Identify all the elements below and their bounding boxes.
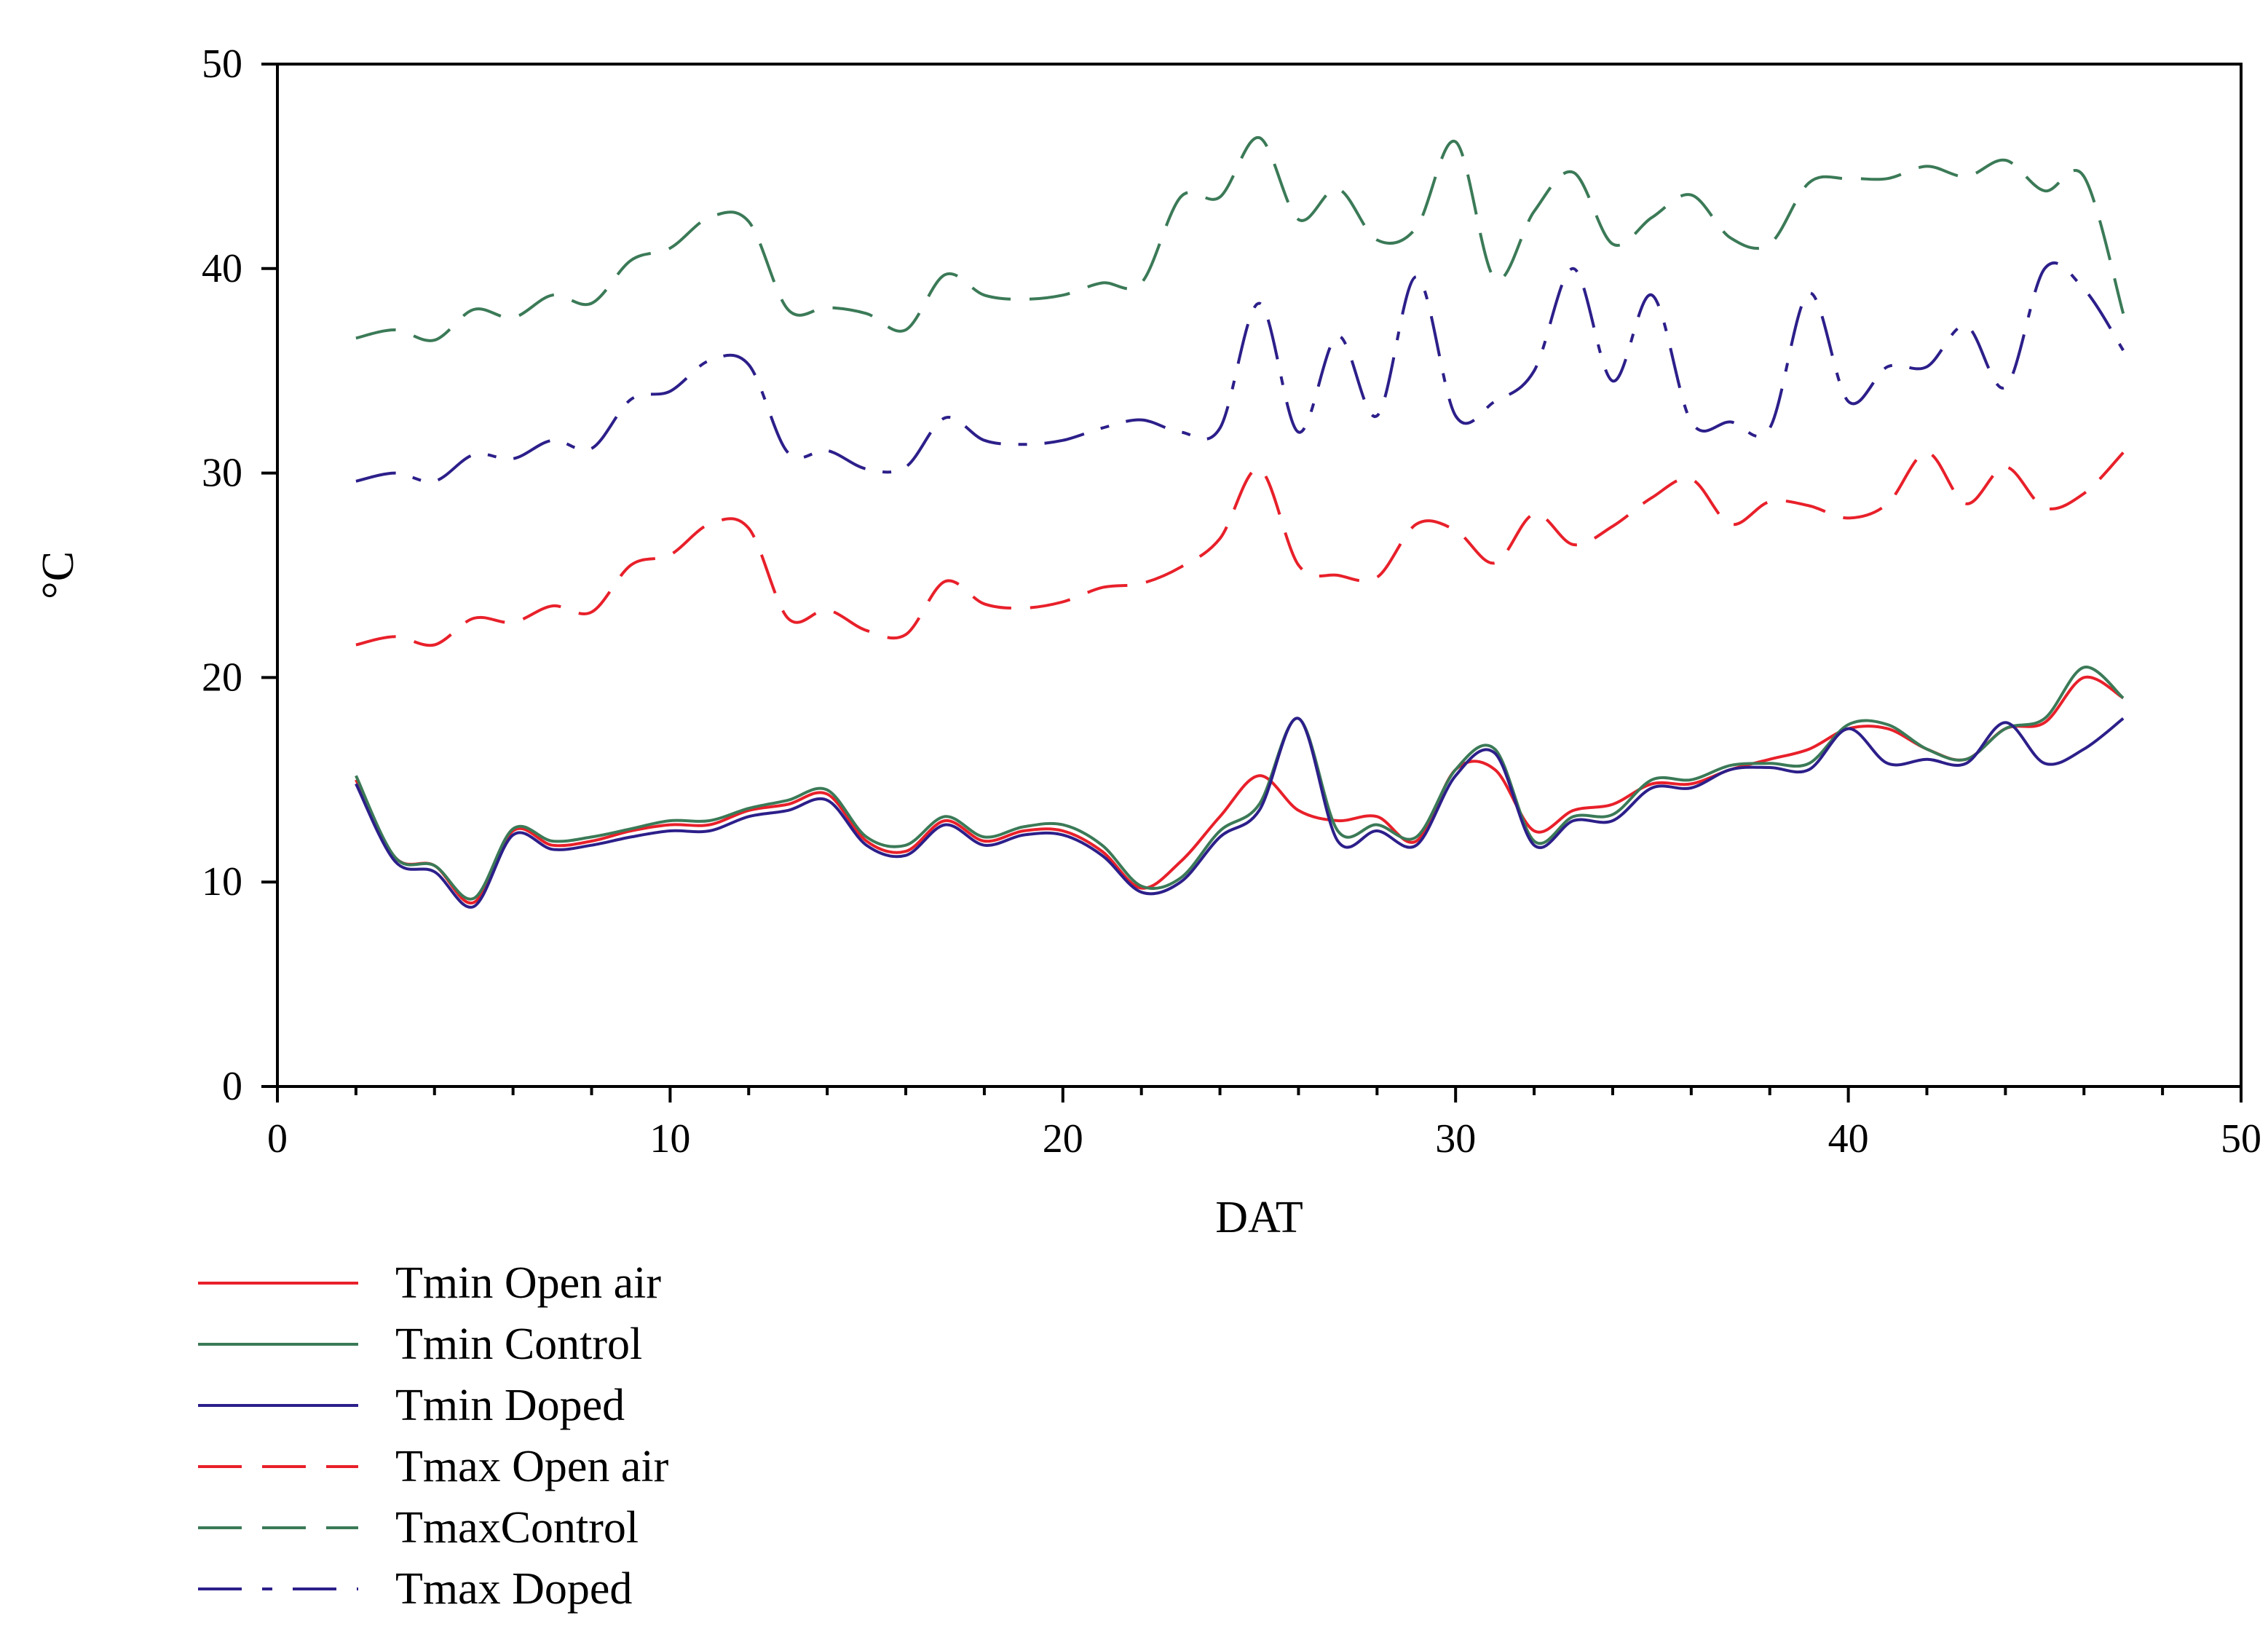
series-line-tmin-open-air [355, 675, 2125, 905]
y-tick-label: 40 [202, 246, 242, 291]
axis-ticks [261, 63, 2243, 1103]
x-tick-label: 0 [267, 1116, 288, 1161]
plot-frame [276, 63, 2243, 1088]
legend-label: Tmin Control [395, 1320, 642, 1369]
series-lines [355, 136, 2125, 909]
y-tick-label: 20 [202, 655, 242, 700]
x-tick-label: 30 [1435, 1116, 1476, 1161]
y-tick-label: 30 [202, 451, 242, 496]
legend: Tmin Open air Tmin Control Tmin Doped Tmax … [198, 1258, 669, 1614]
x-tick-label: 20 [1043, 1116, 1083, 1161]
series-line-tmaxcontrol [355, 136, 2125, 342]
x-tick-label: 50 [2221, 1116, 2261, 1161]
legend-label: Tmin Doped [395, 1381, 625, 1430]
legend-label: Tmax Doped [395, 1564, 632, 1614]
series-line-tmax-doped [355, 261, 2125, 484]
series-line-tmin-doped [355, 717, 2125, 909]
y-tick-label: 50 [202, 42, 242, 87]
y-tick-label: 0 [222, 1064, 242, 1109]
y-axis-title: °C [33, 551, 83, 599]
legend-label: Tmax Open air [395, 1442, 669, 1491]
x-tick-label: 10 [649, 1116, 690, 1161]
legend-label: Tmin Open air [395, 1258, 661, 1308]
series-line-tmax-open-air [355, 451, 2125, 647]
axis-tick-labels: 0 10 20 30 40 50 0 10 20 30 40 50 [202, 42, 2261, 1161]
series-line-tmin-control [355, 666, 2125, 901]
x-tick-label: 40 [1828, 1116, 1869, 1161]
legend-label: TmaxControl [395, 1503, 639, 1553]
x-axis-title: DAT [1215, 1193, 1303, 1242]
y-tick-label: 10 [202, 859, 242, 904]
plot-border [276, 63, 2243, 1088]
